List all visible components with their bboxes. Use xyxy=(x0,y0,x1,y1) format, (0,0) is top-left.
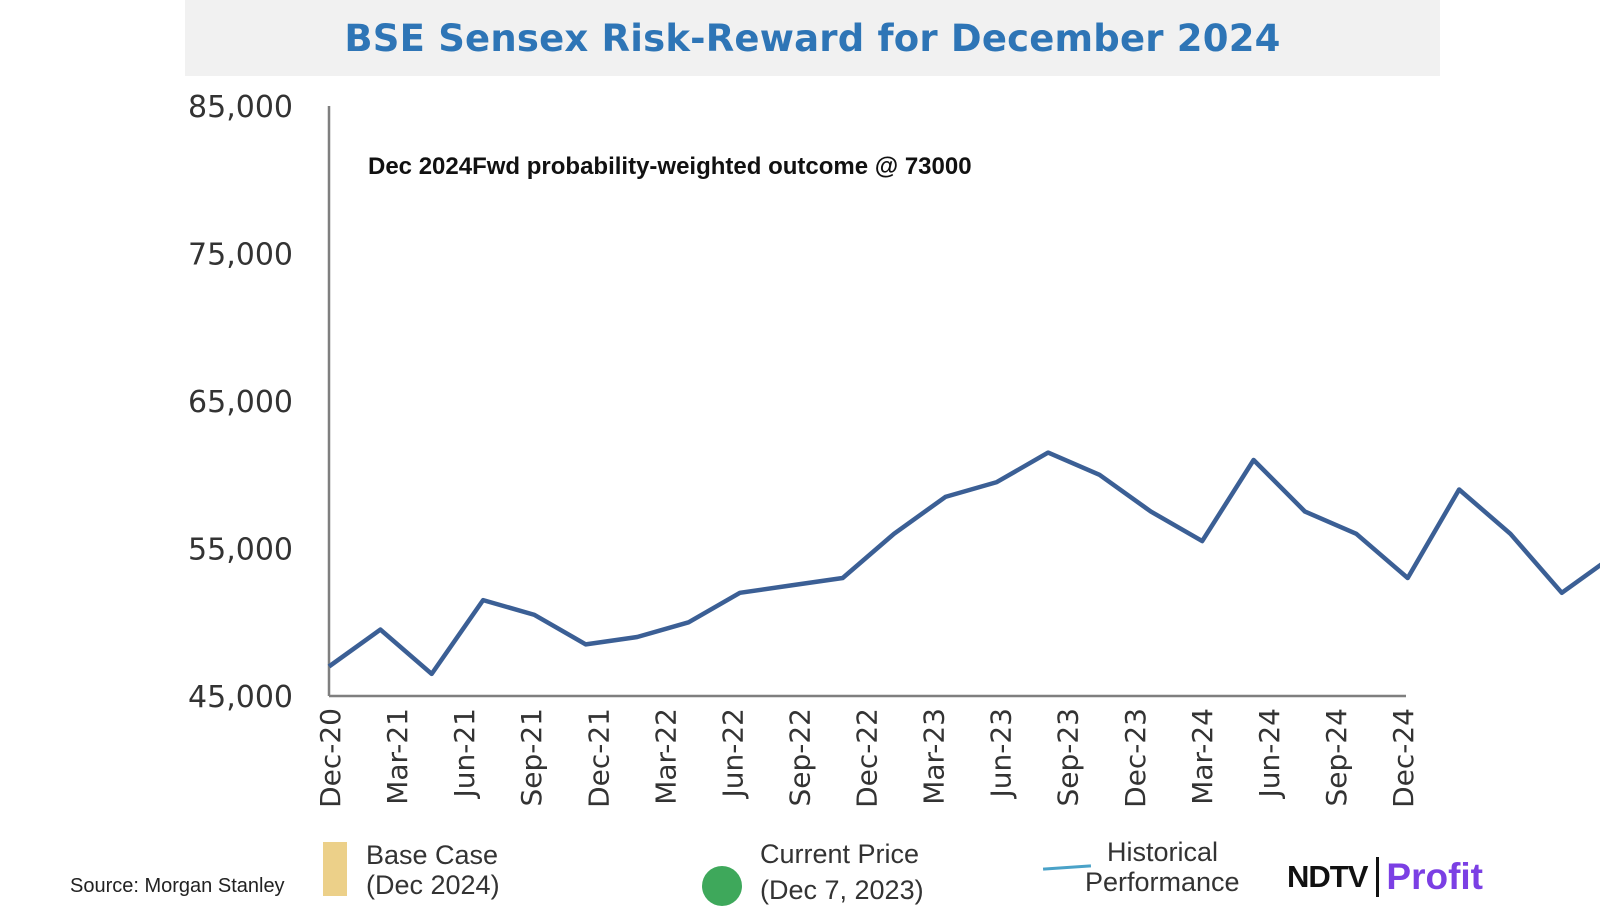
y-tick-label: 55,000 xyxy=(188,533,293,568)
forward-outcome-annotation: Dec 2024Fwd probability-weighted outcome… xyxy=(368,153,972,180)
x-tick-label: Jun-23 xyxy=(985,708,1018,799)
x-tick-label: Dec-22 xyxy=(851,708,884,808)
x-tick-label: Mar-23 xyxy=(918,708,951,805)
legend-current-price-dot xyxy=(702,866,742,906)
x-tick-label: Sep-22 xyxy=(783,708,816,807)
x-tick-label: Sep-21 xyxy=(515,708,548,807)
y-tick-label: 75,000 xyxy=(188,238,293,273)
y-tick-label: 85,000 xyxy=(188,90,293,125)
ndtv-profit-logo: NDTV Profit xyxy=(1287,855,1483,899)
x-tick-label: Dec-21 xyxy=(582,708,615,808)
x-tick-label: Dec-24 xyxy=(1387,708,1420,808)
logo-ndtv-text: NDTV xyxy=(1287,859,1368,894)
legend-base-case-label: Base Case (Dec 2024) xyxy=(366,840,500,900)
x-tick-label: Jun-21 xyxy=(448,708,481,799)
source-note: Source: Morgan Stanley xyxy=(70,875,285,897)
x-tick-label: Sep-23 xyxy=(1052,708,1085,807)
legend-historical-label: Historical Performance xyxy=(1085,837,1240,897)
x-tick-label: Mar-22 xyxy=(649,708,682,805)
x-tick-label: Sep-24 xyxy=(1320,708,1353,807)
logo-divider xyxy=(1376,857,1380,897)
logo-profit-text: Profit xyxy=(1386,856,1483,897)
y-tick-label: 65,000 xyxy=(188,385,293,420)
x-tick-label: Mar-21 xyxy=(381,708,414,805)
legend-current-price-label: Current Price (Dec 7, 2023) xyxy=(760,839,924,905)
chart-title: BSE Sensex Risk-Reward for December 2024 xyxy=(344,16,1281,60)
historical-series-line xyxy=(327,450,1600,677)
legend-base-case-swatch xyxy=(323,842,347,896)
y-tick-label: 45,000 xyxy=(188,680,293,715)
x-tick-label: Dec-20 xyxy=(314,708,347,808)
x-tick-label: Jun-24 xyxy=(1253,708,1286,799)
x-tick-label: Mar-24 xyxy=(1186,708,1219,805)
x-tick-label: Jun-22 xyxy=(716,708,749,799)
title-band: BSE Sensex Risk-Reward for December 2024 xyxy=(185,0,1440,76)
x-tick-label: Dec-23 xyxy=(1119,708,1152,808)
